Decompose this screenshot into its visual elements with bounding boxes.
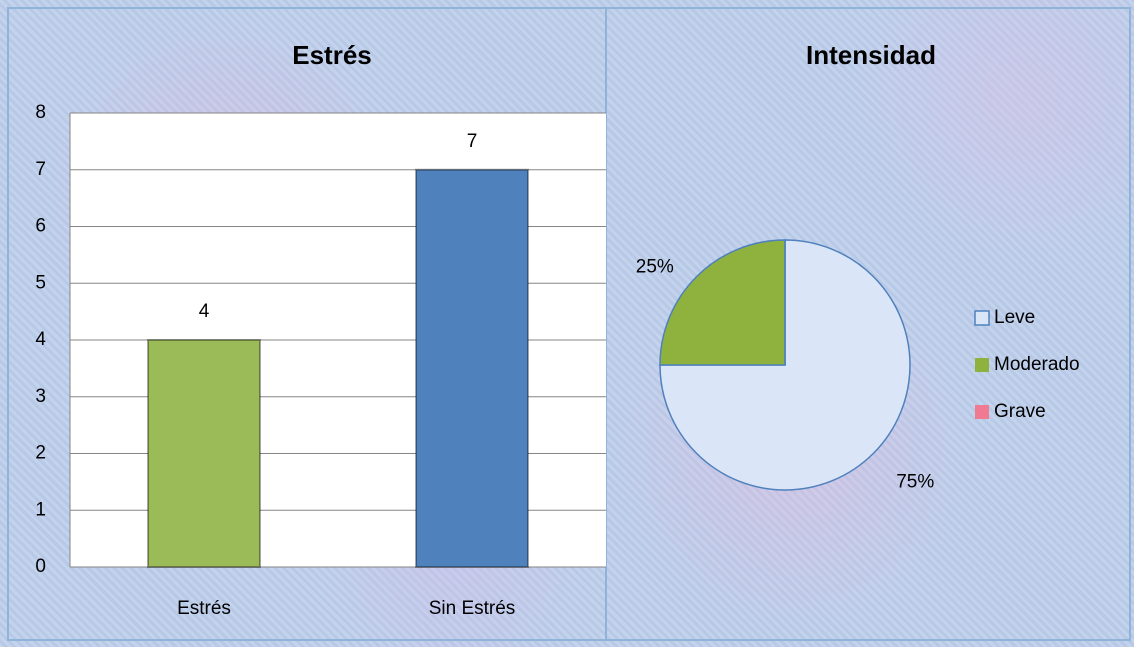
data-label: 7 bbox=[467, 131, 478, 152]
y-tick-label: 3 bbox=[35, 386, 46, 407]
y-tick-label: 2 bbox=[35, 443, 46, 464]
legend-swatch bbox=[975, 405, 989, 419]
y-tick-label: 7 bbox=[35, 159, 46, 180]
x-tick-label: Sin Estrés bbox=[429, 598, 516, 619]
bar bbox=[415, 168, 529, 568]
y-tick-label: 6 bbox=[35, 216, 46, 237]
y-tick-label: 4 bbox=[35, 329, 46, 350]
data-label: 4 bbox=[199, 301, 210, 322]
y-tick-label: 5 bbox=[35, 272, 46, 293]
y-tick-label: 0 bbox=[35, 556, 46, 577]
data-label: 25% bbox=[636, 257, 674, 278]
legend-swatch bbox=[975, 358, 989, 372]
bar bbox=[147, 339, 261, 568]
legend-label: Moderado bbox=[994, 354, 1080, 375]
legend-swatch bbox=[974, 310, 990, 326]
y-tick-label: 8 bbox=[35, 102, 46, 123]
legend-label: Leve bbox=[994, 307, 1035, 328]
y-tick-label: 1 bbox=[35, 499, 46, 520]
data-label: 75% bbox=[896, 471, 934, 492]
pie-slice bbox=[659, 239, 786, 366]
pie-slice bbox=[659, 239, 911, 491]
legend-label: Grave bbox=[994, 401, 1046, 422]
chart-title: Intensidad bbox=[806, 40, 936, 70]
x-tick-label: Estrés bbox=[177, 598, 231, 619]
chart-title: Estrés bbox=[292, 40, 372, 70]
